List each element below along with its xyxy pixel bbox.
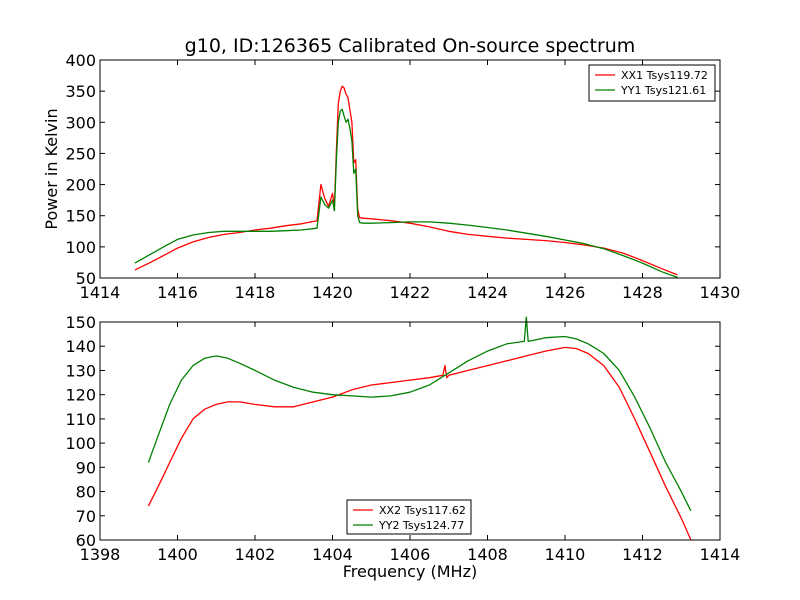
top-x-tick-label: 1414 xyxy=(80,283,121,302)
bottom-y-tick-label: 110 xyxy=(65,410,96,429)
top-y-tick-label: 350 xyxy=(65,82,96,101)
bottom-series-line-0 xyxy=(147,346,692,541)
bottom-x-tick-label: 1410 xyxy=(545,545,586,564)
top-x-tick-label: 1426 xyxy=(545,283,586,302)
bottom-x-tick-label: 1406 xyxy=(390,545,431,564)
bottom-legend-label-1: YY2 Tsys124.77 xyxy=(378,519,464,532)
top-legend-label-1: YY1 Tsys121.61 xyxy=(620,84,706,97)
bottom-x-tick-label: 1402 xyxy=(235,545,276,564)
bottom-y-tick-label: 150 xyxy=(65,313,96,332)
top-x-tick-label: 1420 xyxy=(312,283,353,302)
top-x-tick-label: 1416 xyxy=(157,283,198,302)
bottom-y-tick-label: 130 xyxy=(65,361,96,380)
bottom-series-line-1 xyxy=(147,316,692,512)
top-x-tick-label: 1428 xyxy=(622,283,663,302)
top-legend-label-0: XX1 Tsys119.72 xyxy=(621,69,708,82)
bottom-ticks-group: 1398 1400 1402 1404 1406 1408 1410 1412 1414 60 70… xyxy=(65,313,740,564)
bottom-y-tick-label: 100 xyxy=(65,434,96,453)
bottom-x-tick-label: 1414 xyxy=(700,545,741,564)
bottom-legend-box xyxy=(346,499,472,535)
top-legend: XX1 Tsys119.72 YY1 Tsys121.61 xyxy=(588,64,716,102)
top-legend-box xyxy=(588,64,716,102)
bottom-x-tick-label: 1408 xyxy=(467,545,508,564)
top-plot: 1414 1416 1418 1420 1422 1424 1426 1428 1430 50 10… xyxy=(65,51,740,302)
bottom-x-tick-label: 1404 xyxy=(312,545,353,564)
top-y-tick-label: 100 xyxy=(65,238,96,257)
top-x-tick-label: 1424 xyxy=(467,283,508,302)
top-y-axis-label: Power in Kelvin xyxy=(42,108,61,229)
top-y-tick-label: 50 xyxy=(76,269,96,288)
top-y-tick-label: 200 xyxy=(65,176,96,195)
top-series-line-0 xyxy=(134,85,678,276)
top-y-tick-label: 300 xyxy=(65,113,96,132)
top-y-tick-label: 400 xyxy=(65,51,96,70)
top-x-tick-label: 1422 xyxy=(390,283,431,302)
bottom-series-group xyxy=(147,316,692,541)
bottom-y-tick-label: 60 xyxy=(76,531,96,550)
bottom-y-tick-label: 80 xyxy=(76,483,96,502)
bottom-legend-label-0: XX2 Tsys117.62 xyxy=(379,504,466,517)
top-x-tick-label: 1418 xyxy=(235,283,276,302)
chart-title: g10, ID:126365 Calibrated On-source spec… xyxy=(185,35,636,57)
bottom-y-tick-label: 140 xyxy=(65,337,96,356)
top-ticks-group: 1414 1416 1418 1420 1422 1424 1426 1428 1430 50 10… xyxy=(65,51,740,302)
bottom-y-tick-label: 120 xyxy=(65,386,96,405)
top-series-group xyxy=(134,85,678,279)
bottom-legend: XX2 Tsys117.62 YY2 Tsys124.77 xyxy=(346,499,472,535)
bottom-y-tick-label: 90 xyxy=(76,458,96,477)
bottom-y-tick-label: 70 xyxy=(76,507,96,526)
bottom-x-axis-label: Frequency (MHz) xyxy=(343,562,477,581)
top-x-tick-label: 1430 xyxy=(700,283,741,302)
bottom-x-tick-label: 1398 xyxy=(80,545,121,564)
bottom-plot: 1398 1400 1402 1404 1406 1408 1410 1412 1414 60 70… xyxy=(65,313,740,564)
top-y-tick-label: 250 xyxy=(65,144,96,163)
bottom-x-tick-label: 1400 xyxy=(157,545,198,564)
top-series-line-1 xyxy=(134,108,678,279)
bottom-x-tick-label: 1412 xyxy=(622,545,663,564)
top-y-tick-label: 150 xyxy=(65,207,96,226)
